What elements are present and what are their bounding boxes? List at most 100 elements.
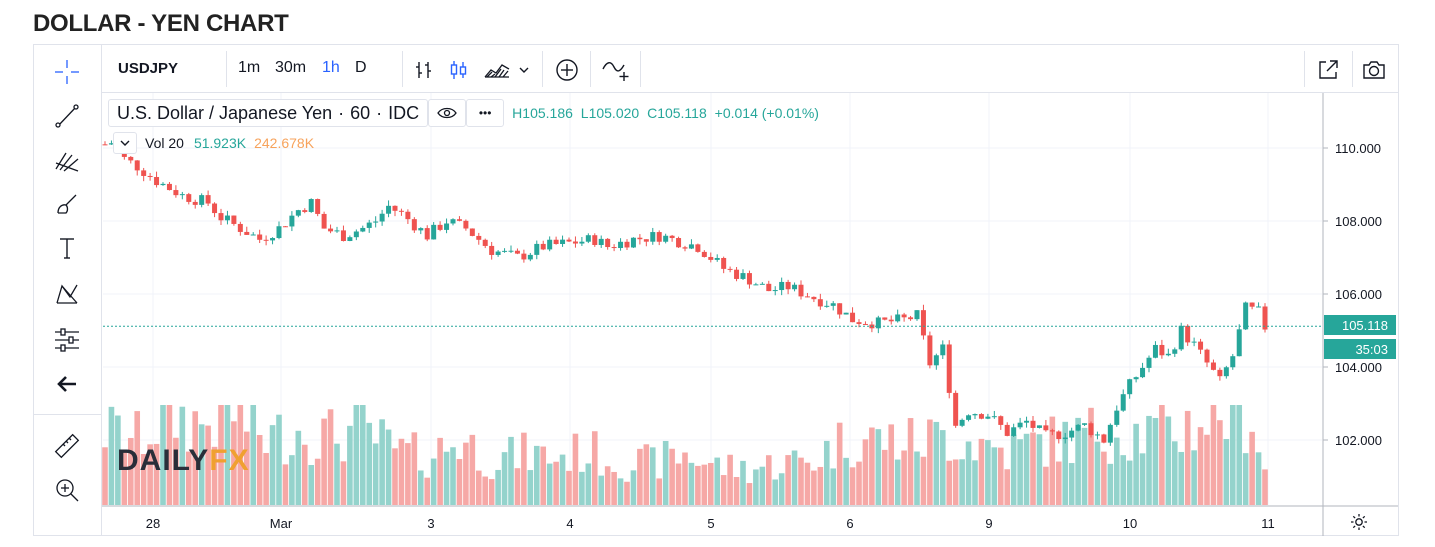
volume-bar — [411, 432, 418, 505]
candle-body — [1075, 424, 1081, 431]
volume-bar — [334, 443, 340, 505]
compare-icon[interactable] — [598, 56, 634, 84]
volume-bar — [927, 419, 933, 505]
crosshair-icon[interactable] — [48, 55, 86, 89]
candle-body — [811, 296, 817, 300]
interval-30m[interactable]: 30m — [275, 59, 307, 76]
volume-bar — [604, 466, 611, 505]
candle-style-icon[interactable] — [445, 56, 473, 84]
pattern-icon[interactable] — [48, 277, 86, 311]
candle-body — [618, 241, 624, 249]
ruler-icon[interactable] — [48, 429, 86, 463]
ohlc-values: H105.186 L105.020 C105.118 +0.014 (+0.01… — [512, 105, 823, 121]
interval-d[interactable]: D — [355, 59, 367, 76]
toolbar-divider — [34, 414, 102, 415]
volume-bar — [501, 452, 508, 505]
volume-bar — [611, 471, 617, 505]
x-tick-label: 6 — [846, 516, 853, 531]
volume-bar — [714, 457, 721, 505]
symbol-title[interactable]: U.S. Dollar / Japanese Yen · 60 · IDC — [108, 99, 429, 127]
area-style-icon[interactable] — [480, 56, 514, 84]
candle-body — [1159, 344, 1165, 356]
candle-body — [972, 414, 978, 416]
volume-bar — [314, 458, 321, 505]
candle-body — [701, 251, 707, 257]
volume-bar — [630, 470, 637, 505]
candle-body — [998, 416, 1004, 425]
camera-icon[interactable] — [1360, 56, 1388, 84]
candle-body — [727, 268, 733, 270]
volume-bar — [1184, 410, 1191, 505]
symbol-search[interactable]: USDJPY — [118, 60, 179, 77]
drawing-toolbar — [34, 45, 102, 535]
candle-body — [1230, 356, 1236, 368]
candle-body — [134, 160, 140, 171]
candle-body — [547, 239, 553, 250]
volume-bar — [598, 475, 605, 505]
bar-style-icon[interactable] — [410, 56, 438, 84]
volume-bar — [740, 460, 746, 505]
text-icon[interactable] — [48, 231, 86, 265]
zoom-in-icon[interactable] — [48, 473, 86, 507]
gear-icon[interactable] — [1349, 512, 1369, 537]
volume-bar — [798, 457, 804, 505]
candle-body — [566, 239, 572, 242]
candle-body — [540, 243, 546, 250]
volume-bar — [527, 470, 534, 505]
candle-body — [141, 170, 147, 176]
fib-icon[interactable] — [48, 143, 86, 177]
volume-bar — [1107, 463, 1114, 505]
candle-body — [1114, 410, 1120, 425]
volume-bar — [347, 425, 353, 505]
more-options-button[interactable]: ••• — [466, 99, 505, 127]
candle-body — [527, 254, 533, 260]
interval-1m[interactable]: 1m — [238, 59, 261, 76]
add-circle-icon[interactable] — [553, 56, 581, 84]
volume-bar — [566, 470, 572, 505]
candle-body — [366, 222, 372, 228]
volume-bar — [443, 451, 450, 505]
legend-interval: 60 — [350, 102, 371, 123]
x-tick-label: 9 — [985, 516, 992, 531]
candle-body — [340, 230, 346, 242]
volume-bar — [946, 460, 953, 505]
volume-bar — [108, 406, 115, 505]
candle-body — [817, 299, 823, 307]
candle-body — [1036, 425, 1042, 428]
candle-body — [1094, 434, 1100, 436]
candle-body — [843, 312, 849, 315]
candle-body — [424, 228, 430, 240]
candle-body — [379, 213, 385, 222]
candle-body — [1107, 424, 1113, 443]
snapshot-external-icon[interactable] — [1314, 56, 1342, 84]
candle-body — [708, 256, 714, 260]
candle-body — [663, 235, 669, 242]
chevron-down-icon[interactable] — [515, 56, 533, 84]
chevron-down-icon[interactable] — [113, 132, 137, 154]
candle-body — [695, 244, 701, 252]
volume-bar — [869, 427, 875, 505]
trend-line-icon[interactable] — [48, 99, 86, 133]
eye-icon[interactable] — [428, 99, 467, 127]
measure-icon[interactable] — [48, 323, 86, 357]
candle-body — [308, 199, 314, 212]
brush-icon[interactable] — [48, 187, 86, 221]
volume-bar — [1197, 427, 1204, 505]
candle-body — [895, 314, 901, 322]
candle-body — [514, 250, 520, 254]
candle-body — [218, 213, 224, 221]
volume-bar — [198, 424, 205, 505]
y-tick-label: 110.000 — [1335, 141, 1381, 156]
volume-bar — [997, 447, 1004, 505]
volume-bar — [379, 419, 385, 505]
candle-body — [560, 239, 566, 245]
volume-bar — [218, 405, 224, 505]
candle-body — [495, 251, 501, 255]
candle-body — [1017, 422, 1023, 428]
volume-bar — [920, 456, 927, 505]
candle-body — [405, 211, 411, 220]
back-arrow-icon[interactable] — [48, 367, 86, 401]
candle-body — [502, 250, 508, 252]
interval-1h[interactable]: 1h — [322, 59, 340, 76]
